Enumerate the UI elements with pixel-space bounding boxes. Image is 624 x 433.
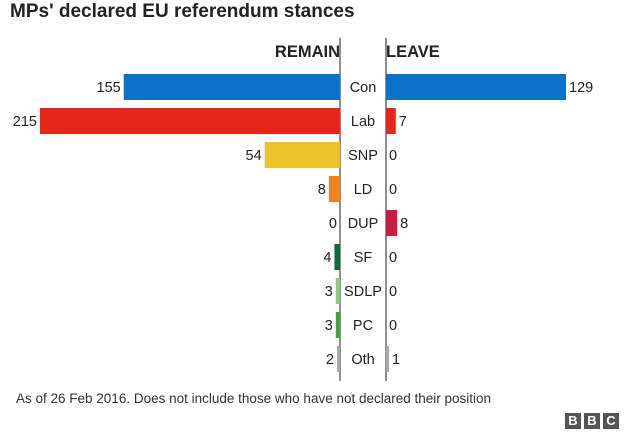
remain-value-label: 3 (325, 318, 333, 334)
party-label: Lab (351, 114, 375, 130)
remain-value-label: 3 (325, 284, 333, 300)
remain-bar (337, 346, 340, 372)
bbc-logo-letter: B (565, 413, 581, 429)
party-label: Oth (351, 352, 374, 368)
remain-bar (40, 108, 340, 134)
footnote: As of 26 Feb 2016. Does not include thos… (16, 391, 492, 406)
party-label: SF (354, 250, 373, 266)
butterfly-bar-chart: REMAIN LEAVE 155 129 Con 215 7 Lab 54 0 SNP 8 0 LD 0… (13, 38, 593, 381)
remain-value-label: 215 (13, 114, 37, 130)
leave-value-label: 0 (389, 148, 397, 164)
party-label: DUP (348, 216, 379, 232)
remain-bar (123, 74, 340, 100)
remain-value-label: 8 (318, 182, 326, 198)
remain-value-label: 54 (246, 148, 262, 164)
leave-value-label: 0 (389, 284, 397, 300)
leave-bar (386, 346, 389, 372)
leave-value-label: 0 (389, 318, 397, 334)
leave-bar (386, 108, 396, 134)
remain-value-label: 155 (97, 80, 121, 96)
remain-bar (335, 278, 340, 304)
party-label: PC (353, 318, 373, 334)
leave-value-label: 129 (569, 80, 593, 96)
bbc-logo-letter: C (603, 413, 619, 429)
remain-bar (264, 142, 340, 168)
leave-value-label: 0 (389, 250, 397, 266)
party-label: SNP (348, 148, 378, 164)
party-label: SDLP (344, 284, 382, 300)
chart-title: MPs' declared EU referendum stances (10, 1, 355, 22)
leave-value-label: 7 (399, 114, 407, 130)
bbc-logo-letter: B (584, 413, 600, 429)
party-label: Con (350, 80, 377, 96)
remain-value-label: 2 (326, 352, 334, 368)
leave-bar (386, 210, 398, 236)
remain-heading: REMAIN (275, 43, 340, 61)
remain-bar (334, 244, 340, 270)
leave-value-label: 0 (389, 182, 397, 198)
remain-bar (328, 176, 340, 202)
remain-bar (335, 312, 340, 338)
leave-value-label: 1 (392, 352, 400, 368)
leave-heading: LEAVE (386, 43, 440, 61)
party-label: LD (354, 182, 373, 198)
bbc-logo: B B C (565, 413, 619, 429)
remain-value-label: 4 (323, 250, 331, 266)
leave-value-label: 8 (400, 216, 408, 232)
leave-bar (386, 74, 566, 100)
remain-value-label: 0 (329, 216, 337, 232)
